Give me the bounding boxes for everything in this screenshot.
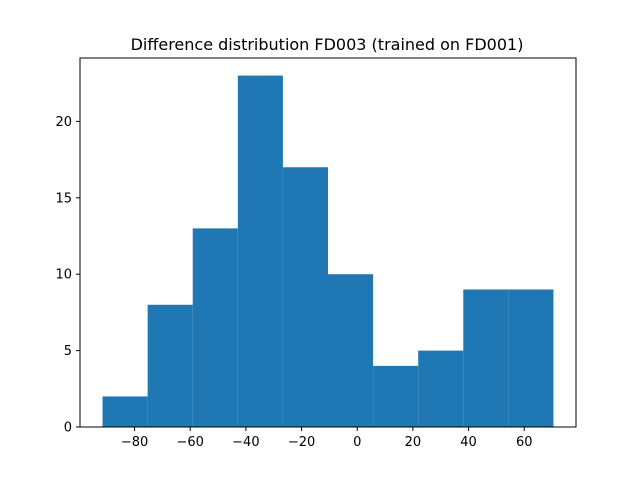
x-tick-label: 60 [516,435,533,450]
x-tick-label: −80 [121,435,148,450]
histogram-bar [373,365,419,427]
plot-frame [79,57,577,428]
y-tick-label: 15 [55,191,72,206]
histogram-bar [328,274,374,427]
x-tick-label: −20 [288,435,315,450]
x-tick-label: 0 [353,435,361,450]
histogram-bar [282,167,328,427]
x-tick-label: −60 [177,435,204,450]
bars-group [102,75,554,428]
histogram-bar [237,75,283,428]
y-tick-label: 0 [64,421,72,436]
histogram-bar [147,304,193,427]
histogram-bar [418,350,464,427]
y-tick-label: 5 [64,344,72,359]
x-tick-label: −40 [232,435,259,450]
y-tick-label: 20 [55,115,72,130]
x-tick-label: 40 [460,435,477,450]
histogram-bar [508,289,554,427]
y-tick-label: 10 [55,268,72,283]
histogram-bar [463,289,509,427]
x-axis-ticks: −80 −60 −40 −20 0 20 40 60 [121,427,533,450]
histogram-bar [102,396,148,427]
y-axis-ticks: 0 5 10 15 20 [55,115,80,436]
x-tick-label: 20 [405,435,422,450]
histogram-bar [192,228,238,427]
chart-title: Difference distribution FD003 (trained o… [131,35,524,54]
